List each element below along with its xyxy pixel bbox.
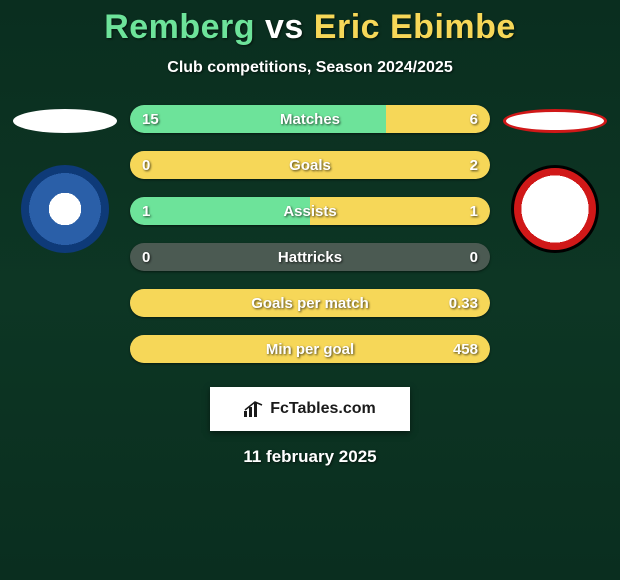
stat-value-left	[130, 289, 154, 317]
stat-value-right: 458	[441, 335, 490, 363]
stat-row: Min per goal458	[130, 335, 490, 363]
stat-value-left: 15	[130, 105, 171, 133]
stat-value-left: 0	[130, 151, 162, 179]
player1-card-icon	[13, 109, 117, 133]
brand-text: FcTables.com	[270, 400, 376, 418]
stats-bars: 15Matches60Goals21Assists10Hattricks0Goa…	[130, 105, 490, 363]
stat-value-right: 6	[458, 105, 490, 133]
page-title: Remberg vs Eric Ebimbe	[0, 8, 620, 47]
player1-name: Remberg	[104, 8, 255, 46]
vs-label: vs	[265, 8, 304, 46]
stat-value-right: 1	[458, 197, 490, 225]
stat-value-right: 2	[458, 151, 490, 179]
team2-crest-icon	[511, 165, 599, 253]
team1-crest-icon	[21, 165, 109, 253]
stat-row: 0Goals2	[130, 151, 490, 179]
stat-label: Min per goal	[130, 335, 490, 363]
stat-value-left: 0	[130, 243, 162, 271]
date-label: 11 february 2025	[243, 447, 376, 467]
subtitle: Club competitions, Season 2024/2025	[0, 59, 620, 77]
stat-row: 15Matches6	[130, 105, 490, 133]
stat-value-left: 1	[130, 197, 162, 225]
stat-row: 0Hattricks0	[130, 243, 490, 271]
stat-value-right: 0.33	[437, 289, 490, 317]
content-row: 15Matches60Goals21Assists10Hattricks0Goa…	[0, 105, 620, 363]
brand-badge: FcTables.com	[210, 387, 410, 431]
stat-row: 1Assists1	[130, 197, 490, 225]
stat-label: Goals	[130, 151, 490, 179]
left-side	[10, 105, 120, 253]
stat-label: Hattricks	[130, 243, 490, 271]
stat-label: Matches	[130, 105, 490, 133]
comparison-card: Remberg vs Eric Ebimbe Club competitions…	[0, 0, 620, 580]
player2-card-icon	[503, 109, 607, 133]
stat-value-right: 0	[458, 243, 490, 271]
footer: FcTables.com 11 february 2025	[0, 387, 620, 467]
stat-label: Assists	[130, 197, 490, 225]
brand-chart-icon	[244, 401, 264, 417]
right-side	[500, 105, 610, 253]
player2-name: Eric Ebimbe	[314, 8, 516, 46]
stat-row: Goals per match0.33	[130, 289, 490, 317]
stat-value-left	[130, 335, 154, 363]
